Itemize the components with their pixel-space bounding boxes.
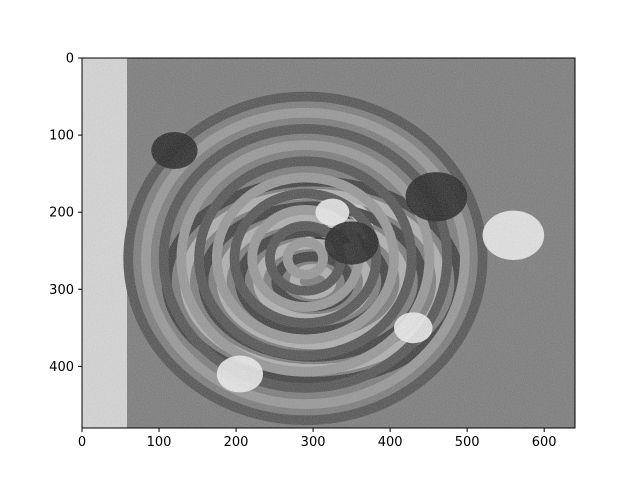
x-tick-label: 200 xyxy=(224,435,249,450)
y-tick-label: 0 xyxy=(66,52,74,67)
y-tick-label: 400 xyxy=(49,360,74,375)
y-tick-label: 300 xyxy=(49,283,74,298)
x-tick-label: 300 xyxy=(301,435,326,450)
y-tick-label: 100 xyxy=(49,129,74,144)
y-axis: 0 100 200 300 400 xyxy=(49,52,82,375)
x-tick-label: 400 xyxy=(378,435,403,450)
x-tick-label: 100 xyxy=(147,435,172,450)
x-tick-label: 500 xyxy=(455,435,480,450)
noise-overlay xyxy=(82,58,575,428)
x-tick-label: 600 xyxy=(532,435,557,450)
x-tick-label: 0 xyxy=(78,435,86,450)
x-axis: 0 100 200 300 400 500 600 xyxy=(78,428,557,450)
y-tick-label: 200 xyxy=(49,206,74,221)
heatmap-plot-area xyxy=(82,58,575,428)
